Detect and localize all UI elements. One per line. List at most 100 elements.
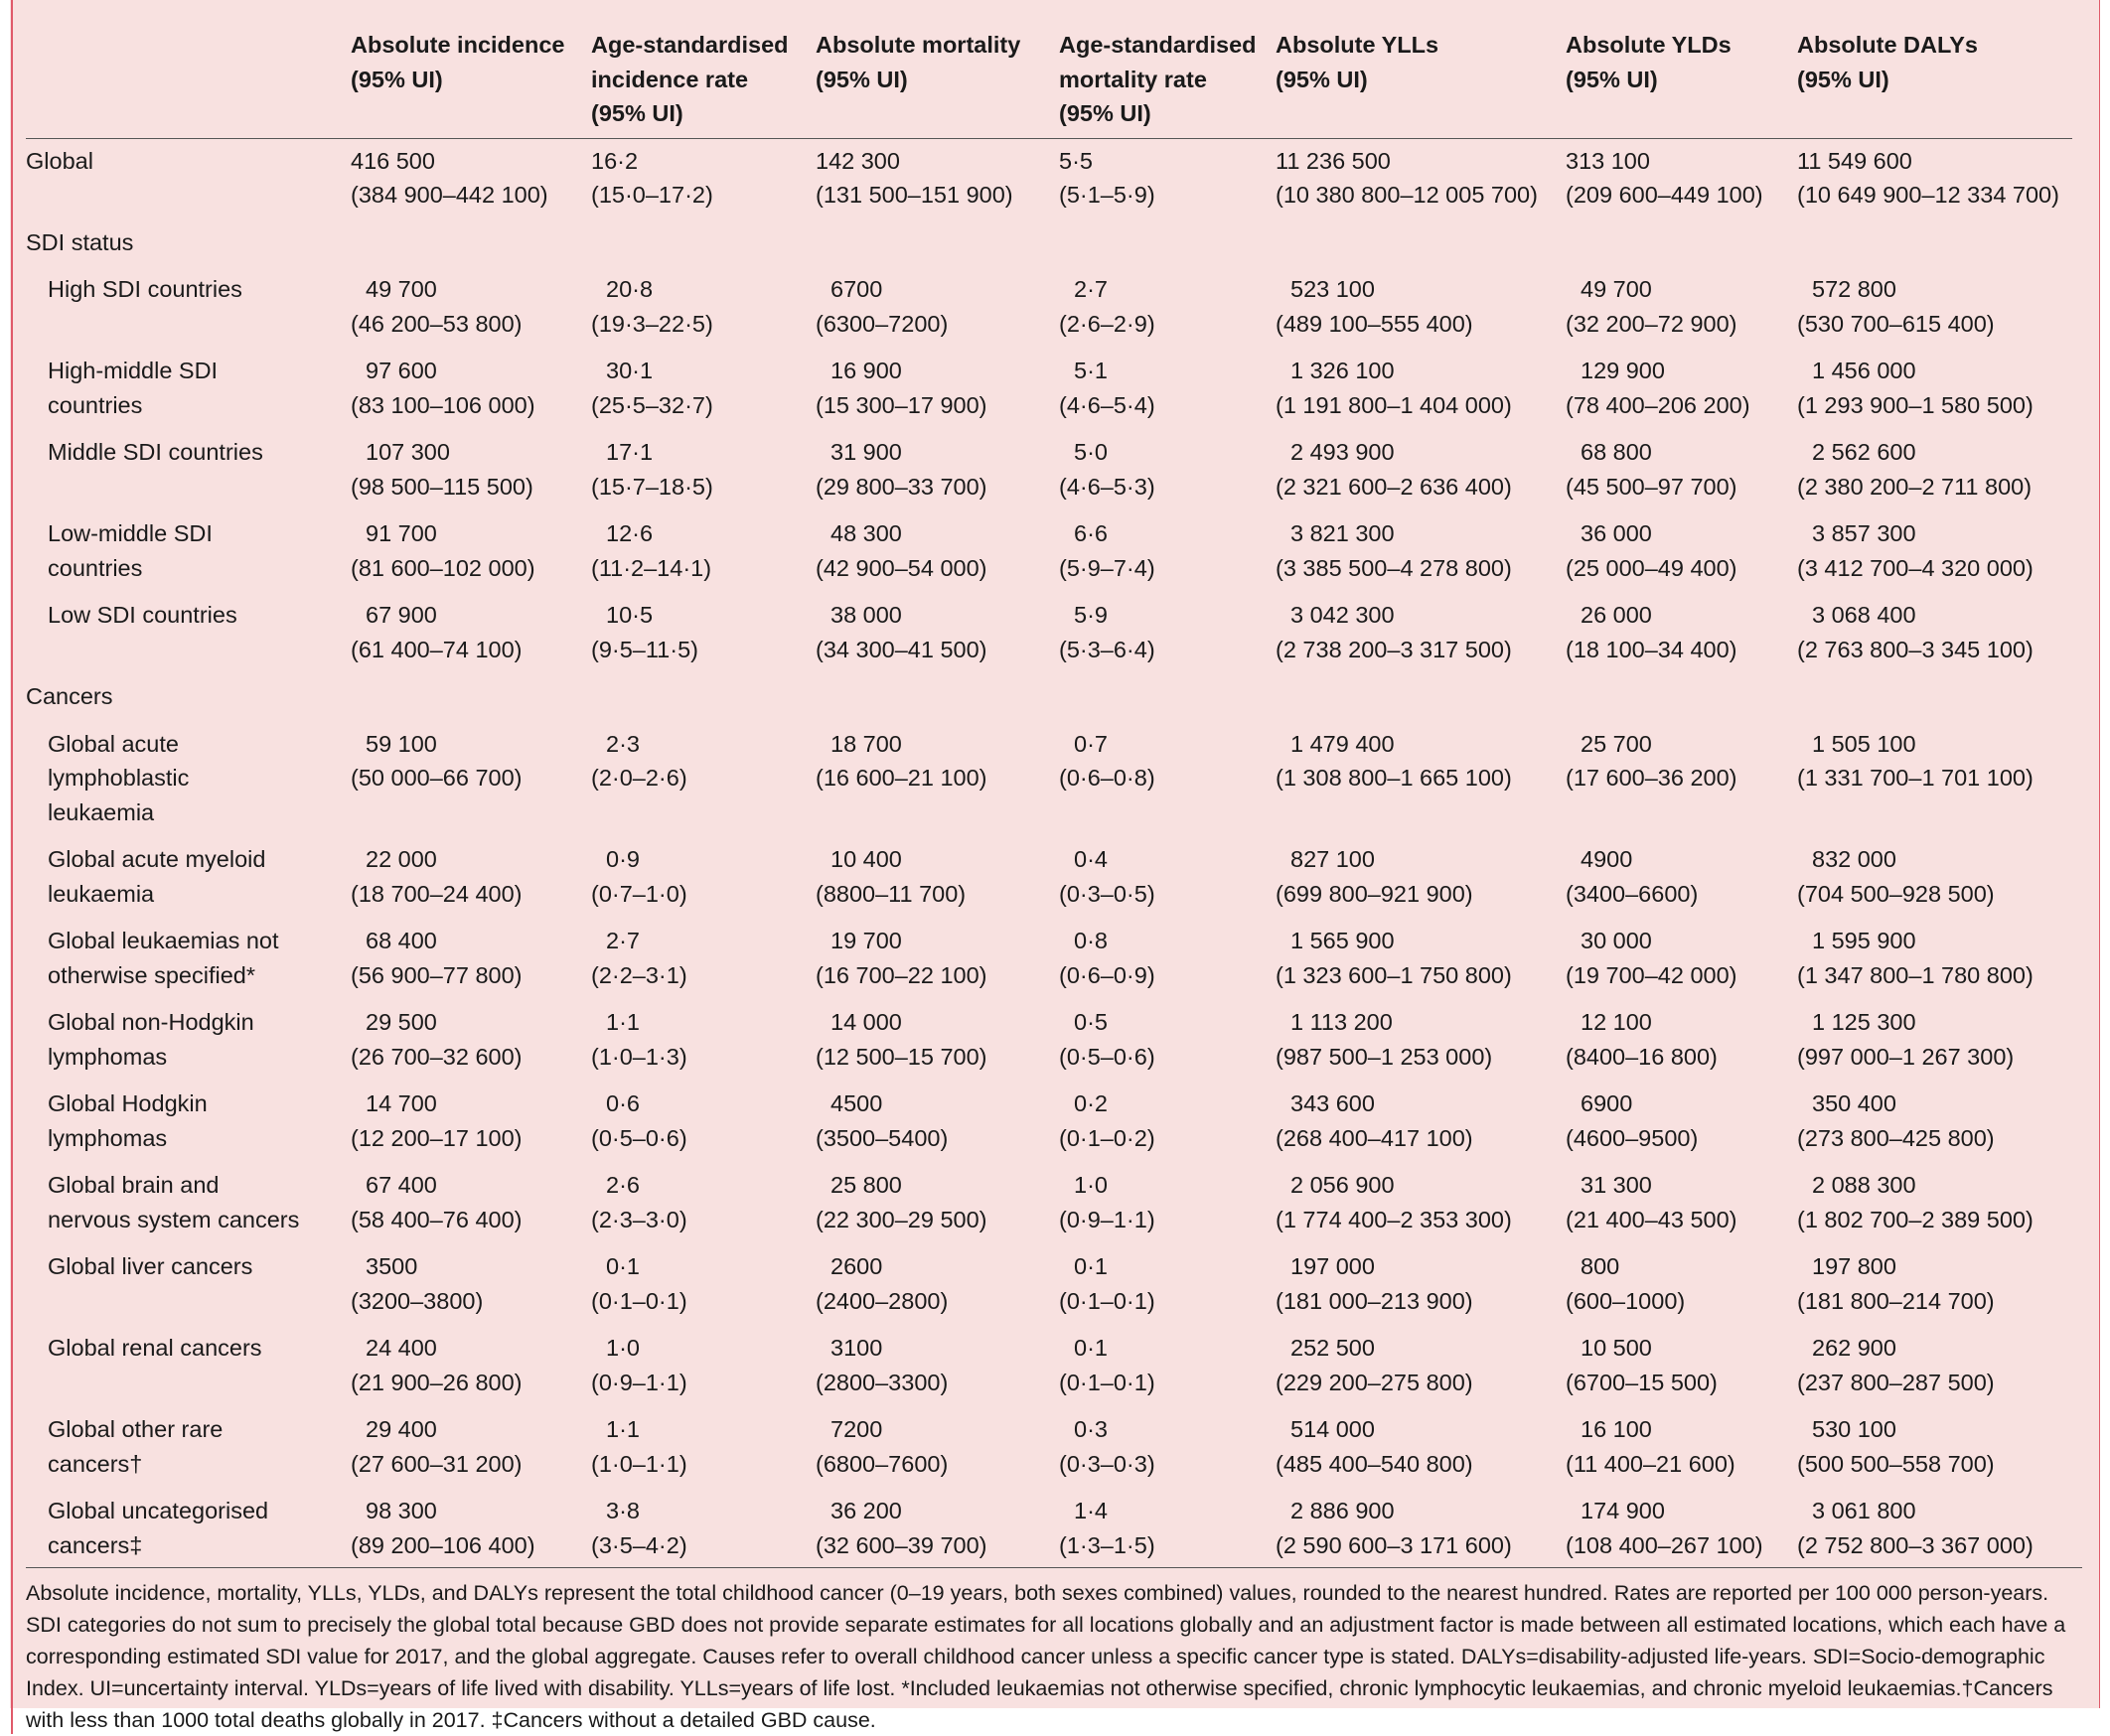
table-cell: 19 700 (16 700–22 100) <box>816 919 1059 1000</box>
cell-value: 1 456 000 <box>1812 358 1916 383</box>
table-cell: 5·9 (5·3–6·4) <box>1059 593 1276 674</box>
table-cell: 2·3 (2·0–2·6) <box>591 722 816 838</box>
table-cell: 0·9 (0·7–1·0) <box>591 837 816 919</box>
cell-uncertainty-interval: (29 800–33 700) <box>816 473 987 500</box>
cell-uncertainty-interval: (81 600–102 000) <box>351 554 535 581</box>
table-cell: 0·1 (0·1–0·1) <box>591 1244 816 1326</box>
cell-uncertainty-interval: (4600–9500) <box>1566 1124 1699 1151</box>
cell-value: 827 100 <box>1290 846 1375 872</box>
header-row: Absolute incidence (95% UI) Age-standardis… <box>26 23 2072 139</box>
cell-value: 197 000 <box>1290 1253 1375 1279</box>
cell-uncertainty-interval: (2·0–2·6) <box>591 765 687 791</box>
table-cell: 0·1 (0·1–0·1) <box>1059 1244 1276 1326</box>
cell-uncertainty-interval: (0·9–1·1) <box>591 1369 687 1395</box>
table-cell: 107 300 (98 500–115 500) <box>351 430 591 511</box>
cell-value: 313 100 <box>1566 147 1650 174</box>
cell-value: 49 700 <box>1581 276 1652 302</box>
cell-value: 24 400 <box>366 1335 437 1361</box>
table-row: Global acute lymphoblastic leukaemia 59 100… <box>26 722 2072 838</box>
cell-value: 1·1 <box>606 1009 640 1035</box>
cell-value: 2·6 <box>606 1172 640 1198</box>
cell-value: 3 061 800 <box>1812 1498 1916 1523</box>
cell-uncertainty-interval: (0·1–0·1) <box>1059 1369 1155 1395</box>
cell-value: 29 500 <box>366 1009 437 1035</box>
cell-value: 0·5 <box>1074 1009 1108 1035</box>
column-header: Absolute mortality (95% UI) <box>816 23 1059 139</box>
table-cell: 1·1 (1·0–1·1) <box>591 1407 816 1489</box>
cell-value: 17·1 <box>606 439 654 465</box>
cell-value: 107 300 <box>366 439 450 465</box>
table-row: Global acute myeloid leukaemia 22 000 (18 7… <box>26 837 2072 919</box>
cell-uncertainty-interval: (58 400–76 400) <box>351 1206 523 1232</box>
cell-value: 67 400 <box>366 1172 437 1198</box>
cell-uncertainty-interval: (2·6–2·9) <box>1059 310 1155 337</box>
cell-value: 10 400 <box>830 846 902 872</box>
cell-value: 18 700 <box>830 730 902 757</box>
table-row: Global non-Hodgkin lymphomas 29 500 (26 700… <box>26 1000 2072 1082</box>
cell-uncertainty-interval: (3·5–4·2) <box>591 1531 687 1558</box>
row-label: Global brain and nervous system cancers <box>48 1172 300 1232</box>
table-cell: 49 700 (46 200–53 800) <box>351 267 591 349</box>
cell-value: 2·3 <box>606 730 640 757</box>
table-cell: 416 500 (384 900–442 100) <box>351 138 591 220</box>
cell-uncertainty-interval: (3500–5400) <box>816 1124 949 1151</box>
table-cell: 1·1 (1·0–1·3) <box>591 1000 816 1082</box>
cell-value: 98 300 <box>366 1498 437 1523</box>
cell-value: 26 000 <box>1581 602 1652 628</box>
cell-value: 1 125 300 <box>1812 1009 1916 1035</box>
cell-uncertainty-interval: (500 500–558 700) <box>1797 1450 1995 1477</box>
table-cell: 3 068 400 (2 763 800–3 345 100) <box>1797 593 2072 674</box>
cell-uncertainty-interval: (22 300–29 500) <box>816 1206 987 1232</box>
cell-uncertainty-interval: (2 590 600–3 171 600) <box>1276 1531 1512 1558</box>
cell-uncertainty-interval: (2·2–3·1) <box>591 961 687 988</box>
cell-uncertainty-interval: (485 400–540 800) <box>1276 1450 1473 1477</box>
cell-uncertainty-interval: (21 900–26 800) <box>351 1369 523 1395</box>
row-label: Global acute myeloid leukaemia <box>48 846 266 907</box>
cell-value: 59 100 <box>366 730 437 757</box>
table-cell: 3500 (3200–3800) <box>351 1244 591 1326</box>
table-cell: 31 300 (21 400–43 500) <box>1566 1163 1797 1244</box>
cell-uncertainty-interval: (8800–11 700) <box>816 880 967 907</box>
table-cell: 49 700 (32 200–72 900) <box>1566 267 1797 349</box>
table-cell: 30 000 (19 700–42 000) <box>1566 919 1797 1000</box>
table-cell: 2·7 (2·2–3·1) <box>591 919 816 1000</box>
cell-value: 142 300 <box>816 147 900 174</box>
cell-value: 12·6 <box>606 520 654 546</box>
cell-value: 2·7 <box>1074 276 1108 302</box>
cell-uncertainty-interval: (268 400–417 100) <box>1276 1124 1473 1151</box>
row-label: Global uncategorised cancers‡ <box>48 1498 269 1558</box>
table-cell: 197 000 (181 000–213 900) <box>1276 1244 1566 1326</box>
table-cell: 129 900 (78 400–206 200) <box>1566 349 1797 430</box>
cell-uncertainty-interval: (1 774 400–2 353 300) <box>1276 1206 1512 1232</box>
row-label: Global leukaemias not otherwise specified… <box>48 928 279 988</box>
cell-uncertainty-interval: (98 500–115 500) <box>351 473 533 500</box>
cell-value: 174 900 <box>1581 1498 1665 1523</box>
table-cell: 1 479 400 (1 308 800–1 665 100) <box>1276 722 1566 838</box>
cell-value: 1·4 <box>1074 1498 1108 1523</box>
cell-value: 1·0 <box>1074 1172 1108 1198</box>
table-footnote: Absolute incidence, mortality, YLLs, YLD… <box>26 1567 2082 1736</box>
cell-value: 262 900 <box>1812 1335 1896 1361</box>
table-cell: 1 125 300 (997 000–1 267 300) <box>1797 1000 2072 1082</box>
cell-value: 0·1 <box>1074 1335 1108 1361</box>
table-cell: 523 100 (489 100–555 400) <box>1276 267 1566 349</box>
cell-uncertainty-interval: (61 400–74 100) <box>351 636 523 662</box>
cell-uncertainty-interval: (0·7–1·0) <box>591 880 687 907</box>
cell-uncertainty-interval: (2 738 200–3 317 500) <box>1276 636 1512 662</box>
table-cell: 1·4 (1·3–1·5) <box>1059 1489 1276 1570</box>
column-header: Absolute YLLs (95% UI) <box>1276 23 1566 139</box>
cell-value: 10·5 <box>606 602 654 628</box>
cell-uncertainty-interval: (83 100–106 000) <box>351 391 535 418</box>
row-label: Global <box>26 147 93 174</box>
cell-value: 0·6 <box>606 1090 640 1116</box>
table-cell: 2 056 900 (1 774 400–2 353 300) <box>1276 1163 1566 1244</box>
table-row: Global other rare cancers† 29 400 (27 600–3… <box>26 1407 2072 1489</box>
cell-uncertainty-interval: (384 900–442 100) <box>351 182 548 208</box>
row-label: Middle SDI countries <box>48 439 263 465</box>
cell-uncertainty-interval: (3 385 500–4 278 800) <box>1276 554 1512 581</box>
cell-value: 25 800 <box>830 1172 902 1198</box>
cell-value: 0·2 <box>1074 1090 1108 1116</box>
table-cell: 11 236 500 (10 380 800–12 005 700) <box>1276 138 1566 220</box>
cell-uncertainty-interval: (25·5–32·7) <box>591 391 713 418</box>
cell-uncertainty-interval: (600–1000) <box>1566 1287 1686 1314</box>
